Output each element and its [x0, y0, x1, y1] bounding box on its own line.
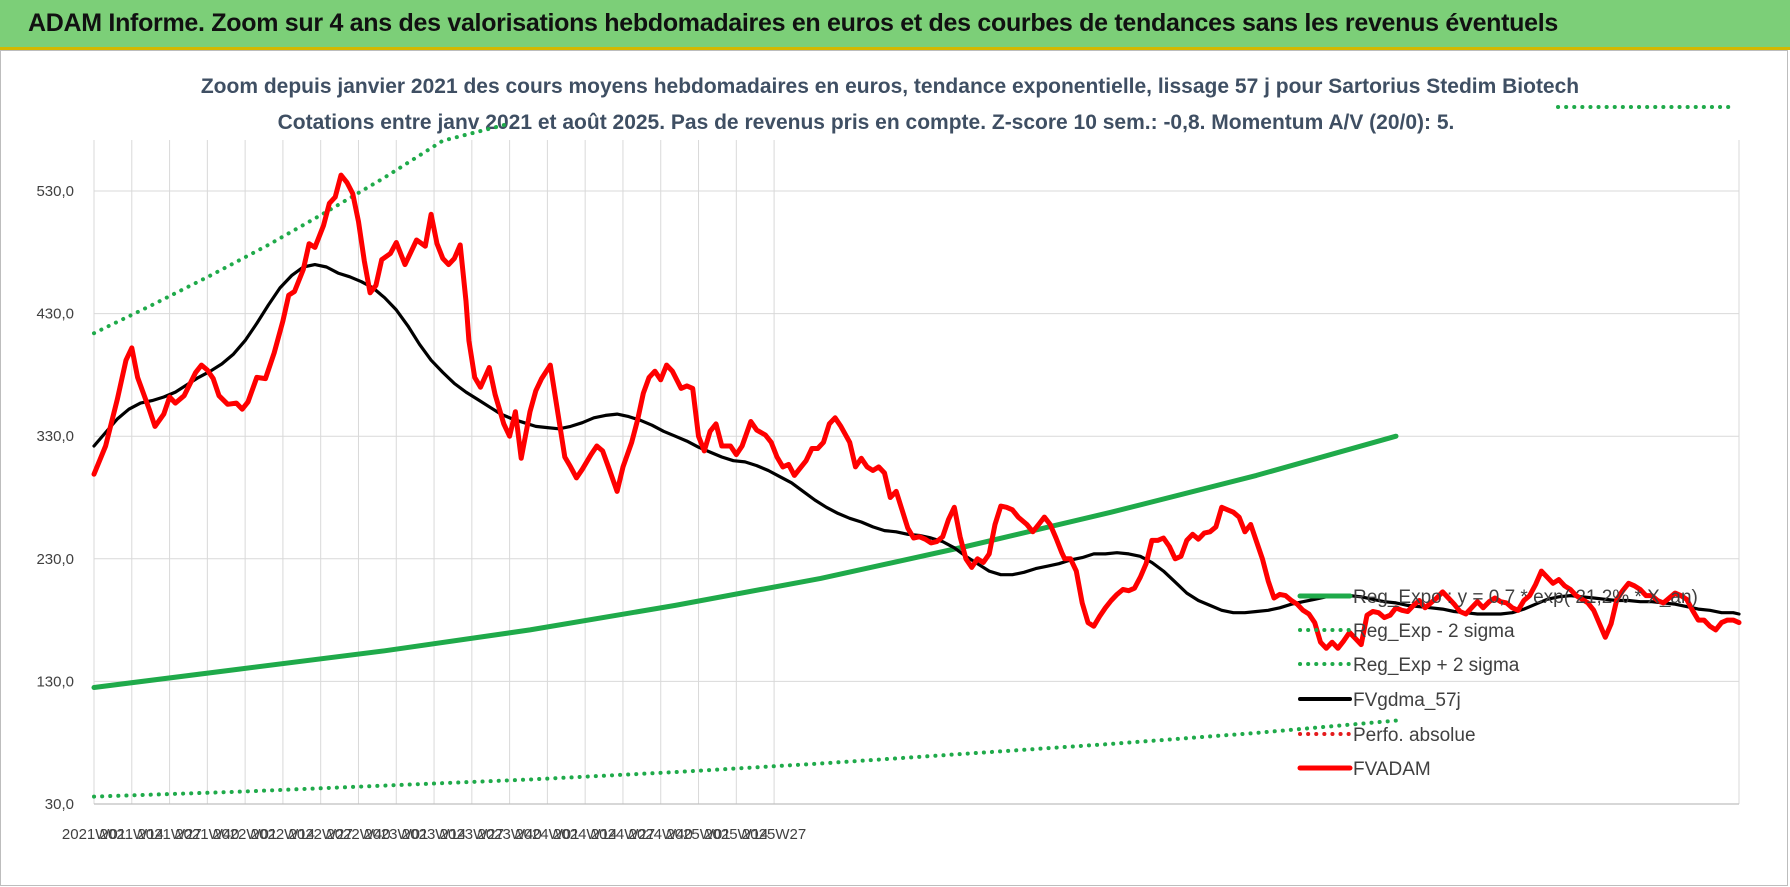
legend: Reg_Expo : y = 0,7 * exp( 21,2% * X_an) R… [1297, 587, 1698, 780]
series-line-fvgdma-57j [92, 263, 1741, 616]
y-tick-label: 530,0 [36, 183, 74, 200]
x-tick-label: 2022W27 [289, 826, 353, 843]
series-lines [91, 121, 1742, 799]
x-tick-label: 2025W14 [704, 826, 768, 843]
x-tick-label: 2023W27 [440, 826, 504, 843]
x-tick-label: 2025W01 [666, 826, 730, 843]
x-tick-label: 2024W40 [629, 826, 693, 843]
chart-subtitle: Cotations entre janv 2021 et août 2025. … [278, 111, 1455, 134]
gridlines [93, 140, 1740, 805]
legend-label-perfo-absolue: Perfo. absolue [1353, 725, 1476, 746]
chart-title: Zoom depuis janvier 2021 des cours moyen… [201, 75, 1579, 98]
series-line-reg-expo-y-0-7-exp-21-2-x-an [91, 433, 1399, 690]
legend-label-reg-expo-y-0-7-exp-21-2-x-an: Reg_Expo : y = 0,7 * exp( 21,2% * X_an) [1353, 587, 1698, 608]
y-tick-label: 130,0 [36, 673, 74, 690]
x-tick-label: 2025W27 [742, 826, 806, 843]
x-tick-label: 2021W01 [62, 826, 126, 843]
legend-label-fvgdma-57j: FVgdma_57j [1353, 690, 1461, 711]
x-tick-label: 2021W40 [175, 826, 239, 843]
legend-label-reg-exp-2-sigma: Reg_Exp + 2 sigma [1353, 655, 1520, 676]
x-tick-label: 2022W14 [251, 826, 315, 843]
x-tick-labels: 2021W012021W142021W272021W402022W012022W… [62, 826, 806, 843]
chart-frame [0, 50, 1788, 886]
x-tick-label: 2023W14 [402, 826, 466, 843]
report-banner-title: ADAM Informe. Zoom sur 4 ans des valoris… [28, 9, 1558, 37]
x-tick-label: 2024W01 [515, 826, 579, 843]
legend-label-reg-exp-2-sigma: Reg_Exp - 2 sigma [1353, 621, 1515, 642]
legend-label-fvadam: FVADAM [1353, 759, 1431, 780]
y-tick-label: 330,0 [36, 428, 74, 445]
x-tick-label: 2021W27 [137, 826, 201, 843]
x-tick-label: 2024W14 [553, 826, 617, 843]
x-tick-label: 2022W40 [326, 826, 390, 843]
y-tick-labels: 530,0 430,0 330,0 230,0 130,0 30,0 [36, 183, 74, 813]
x-tick-label: 2022W01 [213, 826, 277, 843]
y-tick-label: 430,0 [36, 306, 74, 323]
x-tick-label: 2023W40 [478, 826, 542, 843]
series-line-reg-exp-2-sigma [92, 718, 1398, 799]
series-line-reg-exp-2-sigma [92, 121, 512, 336]
report-banner: ADAM Informe. Zoom sur 4 ans des valoris… [0, 0, 1790, 50]
x-tick-label: 2024W27 [591, 826, 655, 843]
x-tick-label: 2023W01 [364, 826, 428, 843]
series-line-fvadam [91, 172, 1742, 651]
x-tick-label: 2021W14 [100, 826, 164, 843]
y-tick-label: 30,0 [45, 796, 74, 813]
y-tick-label: 230,0 [36, 551, 74, 568]
